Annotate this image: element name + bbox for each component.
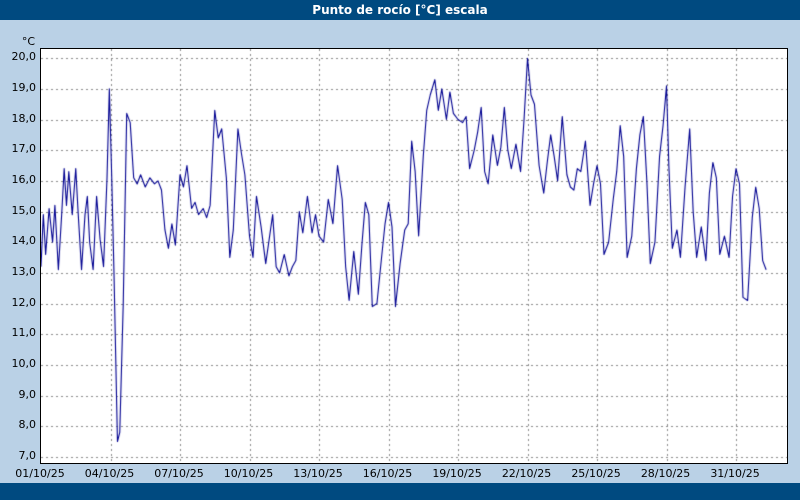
x-tick-label: 07/10/25 [154, 467, 204, 480]
y-tick-label: 18,0 [11, 111, 37, 125]
y-tick-label: 11,0 [11, 326, 37, 340]
x-tick-label: 31/10/25 [710, 467, 760, 480]
y-tick-label: 12,0 [11, 295, 37, 309]
y-tick-label: 10,0 [11, 356, 37, 370]
y-tick-label: 19,0 [11, 80, 37, 94]
x-tick-label: 19/10/25 [432, 467, 482, 480]
x-tick-label: 16/10/25 [362, 467, 413, 480]
title-bar: Punto de rocío [°C] escala [0, 0, 800, 20]
x-tick-label: 04/10/25 [84, 467, 135, 480]
chart-canvas [41, 49, 787, 463]
y-unit-label: °C [21, 35, 35, 48]
x-tick-label: 22/10/25 [501, 467, 552, 480]
x-tick-label: 28/10/25 [640, 467, 691, 480]
chart-title: Punto de rocío [°C] escala [312, 3, 488, 17]
y-tick-label: 15,0 [11, 203, 37, 217]
y-tick-label: 7,0 [18, 448, 37, 462]
x-tick-label: 13/10/25 [293, 467, 343, 480]
y-tick-label: 20,0 [11, 50, 37, 64]
x-tick-label: 01/10/25 [15, 467, 65, 480]
y-tick-label: 13,0 [11, 264, 37, 278]
y-tick-label: 8,0 [18, 418, 37, 432]
bottom-bar [0, 483, 800, 500]
x-tick-label: 10/10/25 [223, 467, 274, 480]
y-tick-label: 16,0 [11, 172, 37, 186]
plot-area [40, 48, 788, 464]
y-tick-label: 9,0 [18, 387, 37, 401]
y-tick-label: 14,0 [11, 234, 37, 248]
y-tick-label: 17,0 [11, 142, 37, 156]
x-tick-label: 25/10/25 [571, 467, 621, 480]
